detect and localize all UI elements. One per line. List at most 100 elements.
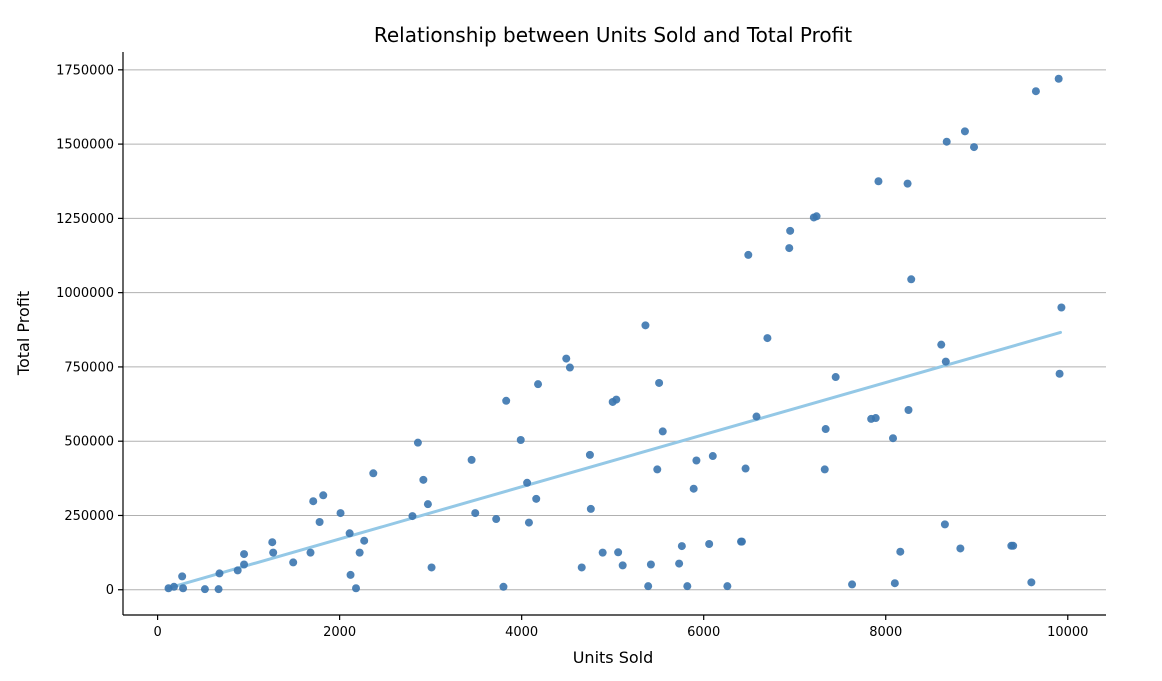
data-point — [737, 537, 746, 546]
data-point — [532, 494, 541, 503]
data-point — [502, 396, 511, 405]
y-tick-label: 1250000 — [56, 212, 114, 227]
data-point — [848, 580, 857, 589]
y-tick-label: 1000000 — [56, 286, 114, 301]
x-tick-label: 0 — [153, 625, 161, 640]
data-point — [940, 520, 949, 529]
data-point — [956, 544, 965, 553]
data-point — [653, 465, 662, 474]
data-point — [655, 378, 664, 387]
data-point — [523, 478, 532, 487]
data-point — [785, 244, 794, 253]
tick-labels: 0 250000 500000 750000 1000000 1250000 1500000… — [56, 63, 1088, 640]
data-point — [970, 143, 979, 152]
data-point — [812, 212, 821, 221]
data-point — [565, 363, 574, 372]
data-point — [889, 434, 898, 443]
data-points — [164, 74, 1066, 594]
data-point — [692, 456, 701, 465]
data-point — [1031, 87, 1040, 96]
data-point — [471, 509, 480, 518]
data-point — [336, 509, 345, 518]
data-point — [904, 406, 913, 415]
data-point — [534, 380, 543, 389]
data-point — [355, 548, 364, 557]
data-point — [820, 465, 829, 474]
data-point — [577, 563, 586, 572]
data-point — [937, 340, 946, 349]
data-point — [1054, 74, 1063, 83]
data-point — [705, 539, 714, 548]
data-point — [752, 412, 761, 421]
data-point — [903, 179, 912, 188]
data-point — [319, 491, 328, 500]
data-point — [268, 538, 277, 547]
data-point — [269, 548, 278, 557]
data-point — [689, 484, 698, 493]
trend-line — [166, 330, 1062, 590]
data-point — [169, 582, 178, 591]
data-point — [492, 515, 501, 524]
data-point — [360, 536, 369, 545]
y-tick-label: 1500000 — [56, 138, 114, 153]
data-point — [907, 275, 916, 284]
y-tick-label: 750000 — [64, 360, 114, 375]
data-point — [499, 582, 508, 591]
data-point — [214, 585, 223, 594]
data-point — [942, 137, 951, 146]
data-point — [821, 425, 830, 434]
data-point — [890, 579, 899, 588]
data-point — [345, 529, 354, 538]
data-point — [831, 373, 840, 382]
data-point — [408, 512, 417, 521]
x-tick-label: 6000 — [687, 625, 720, 640]
data-point — [646, 560, 655, 569]
data-point — [309, 497, 318, 506]
y-tick-label: 1750000 — [56, 63, 114, 78]
data-point — [423, 500, 432, 509]
data-point — [178, 572, 187, 581]
chart-title: Relationship between Units Sold and Tota… — [374, 23, 852, 47]
data-point — [874, 177, 883, 186]
data-point — [677, 542, 686, 551]
data-point — [179, 584, 188, 593]
data-point — [240, 560, 249, 569]
y-tick-label: 0 — [106, 583, 114, 598]
y-tick-label: 250000 — [64, 509, 114, 524]
data-point — [289, 558, 298, 567]
x-tick-label: 4000 — [505, 625, 538, 640]
data-point — [786, 226, 795, 235]
data-point — [233, 566, 242, 575]
data-point — [516, 436, 525, 445]
data-point — [744, 250, 753, 259]
data-point — [960, 127, 969, 136]
y-tick-label: 500000 — [64, 435, 114, 450]
data-point — [683, 582, 692, 591]
data-point — [240, 550, 249, 559]
axes — [118, 52, 1106, 620]
data-point — [1057, 303, 1066, 312]
data-point — [612, 395, 621, 404]
data-point — [215, 569, 224, 578]
data-point — [618, 561, 627, 570]
data-point — [658, 427, 667, 436]
data-point — [586, 504, 595, 513]
data-point — [585, 450, 594, 459]
data-point — [427, 563, 436, 572]
data-point — [352, 584, 361, 593]
data-point — [467, 455, 476, 464]
data-point — [200, 585, 209, 594]
x-tick-label: 8000 — [869, 625, 902, 640]
data-point — [941, 357, 950, 366]
data-point — [1009, 541, 1018, 550]
data-point — [1055, 369, 1064, 378]
data-point — [315, 518, 324, 527]
grid-lines — [123, 69, 1106, 591]
data-point — [896, 547, 905, 556]
data-point — [562, 354, 571, 363]
data-point — [614, 548, 623, 557]
data-point — [644, 582, 653, 591]
data-point — [369, 469, 378, 478]
data-point — [641, 321, 650, 330]
